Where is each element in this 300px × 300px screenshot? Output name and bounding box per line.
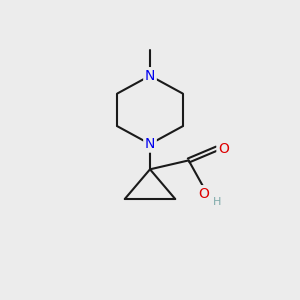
Text: H: H: [213, 197, 221, 207]
Text: O: O: [198, 187, 209, 201]
Text: N: N: [145, 137, 155, 151]
Text: N: N: [145, 69, 155, 83]
Text: O: O: [218, 142, 229, 155]
